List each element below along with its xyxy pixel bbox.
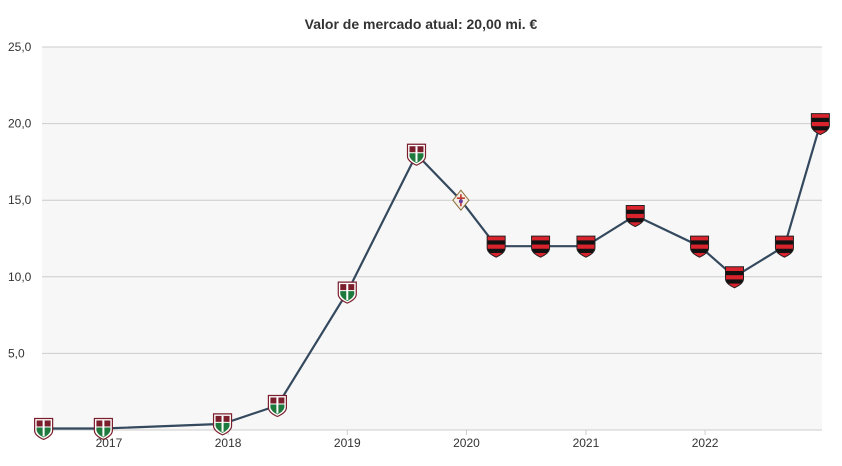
y-tick-label: 25,0 — [8, 40, 32, 54]
flamengo-crest-icon — [625, 205, 645, 228]
y-tick-label: 10,0 — [8, 270, 32, 284]
x-tick-label: 2020 — [453, 436, 480, 450]
flamengo-crest-icon — [576, 235, 596, 258]
flamengo-crest-icon — [774, 235, 794, 258]
flamengo-crest-icon — [531, 235, 551, 258]
fluminense-crest-icon — [267, 394, 288, 418]
x-tick-label: 2022 — [692, 436, 719, 450]
fluminense-crest-icon — [93, 417, 113, 441]
fiorentina-crest-icon — [452, 189, 470, 212]
flamengo-crest-icon — [486, 235, 506, 258]
x-axis: 2017 2018 2019 2020 2021 2022 — [96, 430, 719, 450]
x-tick-label: 2019 — [334, 436, 361, 450]
flamengo-crest-icon — [690, 235, 710, 258]
y-tick-label: 5,0 — [8, 346, 25, 360]
y-tick-label: 20,0 — [8, 117, 32, 131]
fluminense-crest-icon — [406, 143, 427, 166]
flamengo-crest-icon — [724, 266, 744, 289]
x-tick-label: 2021 — [573, 436, 600, 450]
x-tick-label: 2018 — [215, 436, 242, 450]
y-axis: 5,0 10,0 15,0 20,0 25,0 — [8, 40, 32, 360]
fluminense-crest-icon — [337, 281, 357, 304]
y-tick-label: 15,0 — [8, 193, 32, 207]
fluminense-crest-icon — [212, 413, 233, 436]
fluminense-crest-icon — [34, 417, 54, 441]
chart-title: Valor de mercado atual: 20,00 mi. € — [304, 16, 538, 32]
flamengo-crest-icon — [810, 113, 830, 136]
gridlines — [42, 46, 822, 431]
data-markers — [34, 113, 830, 441]
